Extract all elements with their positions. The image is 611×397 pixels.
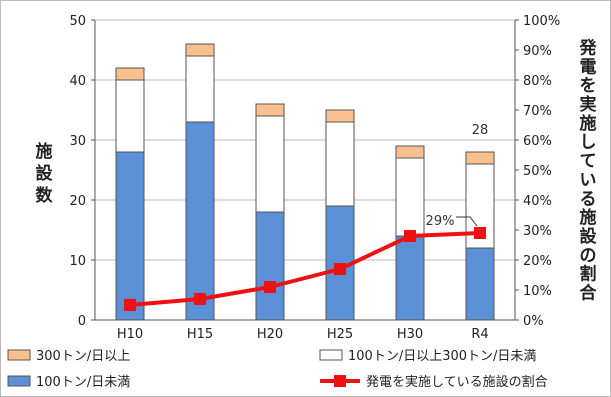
axis-title-char: を xyxy=(580,76,597,96)
bar-segment xyxy=(465,247,495,321)
series-marker xyxy=(194,293,206,305)
axis-title-char: い xyxy=(580,170,597,190)
axis-title-char: 施 xyxy=(36,141,53,162)
left-tick-label: 30 xyxy=(69,134,86,149)
axis-title-char: 電 xyxy=(580,57,597,77)
line-series xyxy=(124,227,486,311)
bar-segment xyxy=(395,145,425,159)
left-tick-label: 0 xyxy=(78,314,86,329)
bars xyxy=(115,43,495,321)
series-marker xyxy=(474,227,486,239)
legend-swatch xyxy=(7,349,31,361)
right-tick-label: 20% xyxy=(523,254,552,269)
bar-segment xyxy=(115,151,145,321)
axis-title-char: の xyxy=(580,246,597,266)
legend-label: 300トン/日以上 xyxy=(36,349,130,364)
axis-title-char: て xyxy=(580,152,597,172)
axis-title-char: 実 xyxy=(580,94,597,115)
legend-label: 100トン/日未満 xyxy=(36,375,130,390)
left-tick-label: 50 xyxy=(69,14,86,29)
axis-title-char: し xyxy=(580,133,597,153)
bar-segment xyxy=(255,115,285,213)
x-tick-label: H25 xyxy=(327,327,353,342)
left-tick-label: 40 xyxy=(69,74,86,89)
percent-label: 29% xyxy=(426,214,455,229)
percent-leader xyxy=(456,216,478,227)
axis-title-char: 合 xyxy=(580,283,598,304)
bar-segment xyxy=(255,211,285,321)
axis-title-char: 割 xyxy=(580,264,597,285)
axis-title-char: 施 xyxy=(580,207,597,228)
axis-title-char: 設 xyxy=(36,163,54,184)
axis-title-char: 数 xyxy=(36,185,54,206)
series-line xyxy=(129,231,481,307)
x-tick-label: H20 xyxy=(257,327,283,342)
y2-axis-title: 発電を実施している施設の割合 xyxy=(579,37,598,303)
total-label: 28 xyxy=(472,123,489,138)
axis-title-char: 発 xyxy=(579,37,598,58)
bar-segment xyxy=(395,235,425,321)
legend-swatch xyxy=(7,375,31,387)
legend-swatch-marker xyxy=(334,375,346,387)
right-tick-label: 10% xyxy=(523,284,552,299)
bar-segment xyxy=(185,55,215,123)
right-tick-label: 50% xyxy=(523,164,552,179)
x-tick-label: H30 xyxy=(397,327,423,342)
tick-labels: 0 10 20 30 40 50 0% 10% 20% 30% 40% 50% 60% 70% 80% 90%… xyxy=(69,14,560,342)
right-tick-label: 100% xyxy=(523,14,560,29)
left-tick-label: 10 xyxy=(69,254,86,269)
series-marker xyxy=(264,281,276,293)
legend-swatch xyxy=(319,349,343,361)
right-tick-label: 0% xyxy=(523,314,544,329)
bar-segment xyxy=(325,121,355,207)
x-tick-label: R4 xyxy=(471,327,488,342)
series-marker xyxy=(334,263,346,275)
x-tick-label: H10 xyxy=(117,327,143,342)
bar-segment xyxy=(255,103,285,117)
axis-title-char: 設 xyxy=(580,226,598,247)
axis-title-char: 施 xyxy=(580,113,597,134)
right-tick-label: 40% xyxy=(523,194,552,209)
legend-label: 100トン/日以上300トン/日未満 xyxy=(348,349,536,364)
series-marker xyxy=(124,299,136,311)
y-axis-title: 施設数 xyxy=(36,141,54,206)
right-tick-label: 60% xyxy=(523,134,552,149)
bar-segment xyxy=(115,79,145,153)
bar-segment xyxy=(185,121,215,321)
annotations: 28 29% xyxy=(426,123,489,229)
legend: 300トン/日以上 100トン/日以上300トン/日未満 100トン/日未満 発電を実… xyxy=(7,349,548,390)
right-tick-label: 80% xyxy=(523,74,552,89)
bar-segment xyxy=(395,157,425,237)
bar-segment xyxy=(115,67,145,81)
grid xyxy=(95,19,515,261)
bar-segment xyxy=(185,43,215,57)
right-tick-label: 70% xyxy=(523,104,552,119)
bar-segment xyxy=(465,151,495,165)
right-tick-label: 30% xyxy=(523,224,552,239)
x-tick-label: H15 xyxy=(187,327,213,342)
right-tick-label: 90% xyxy=(523,44,552,59)
series-marker xyxy=(404,230,416,242)
left-tick-label: 20 xyxy=(69,194,86,209)
bar-segment xyxy=(325,109,355,123)
axes xyxy=(91,19,519,321)
legend-label: 発電を実施している施設の割合 xyxy=(366,374,548,390)
axis-title-char: る xyxy=(580,189,597,209)
